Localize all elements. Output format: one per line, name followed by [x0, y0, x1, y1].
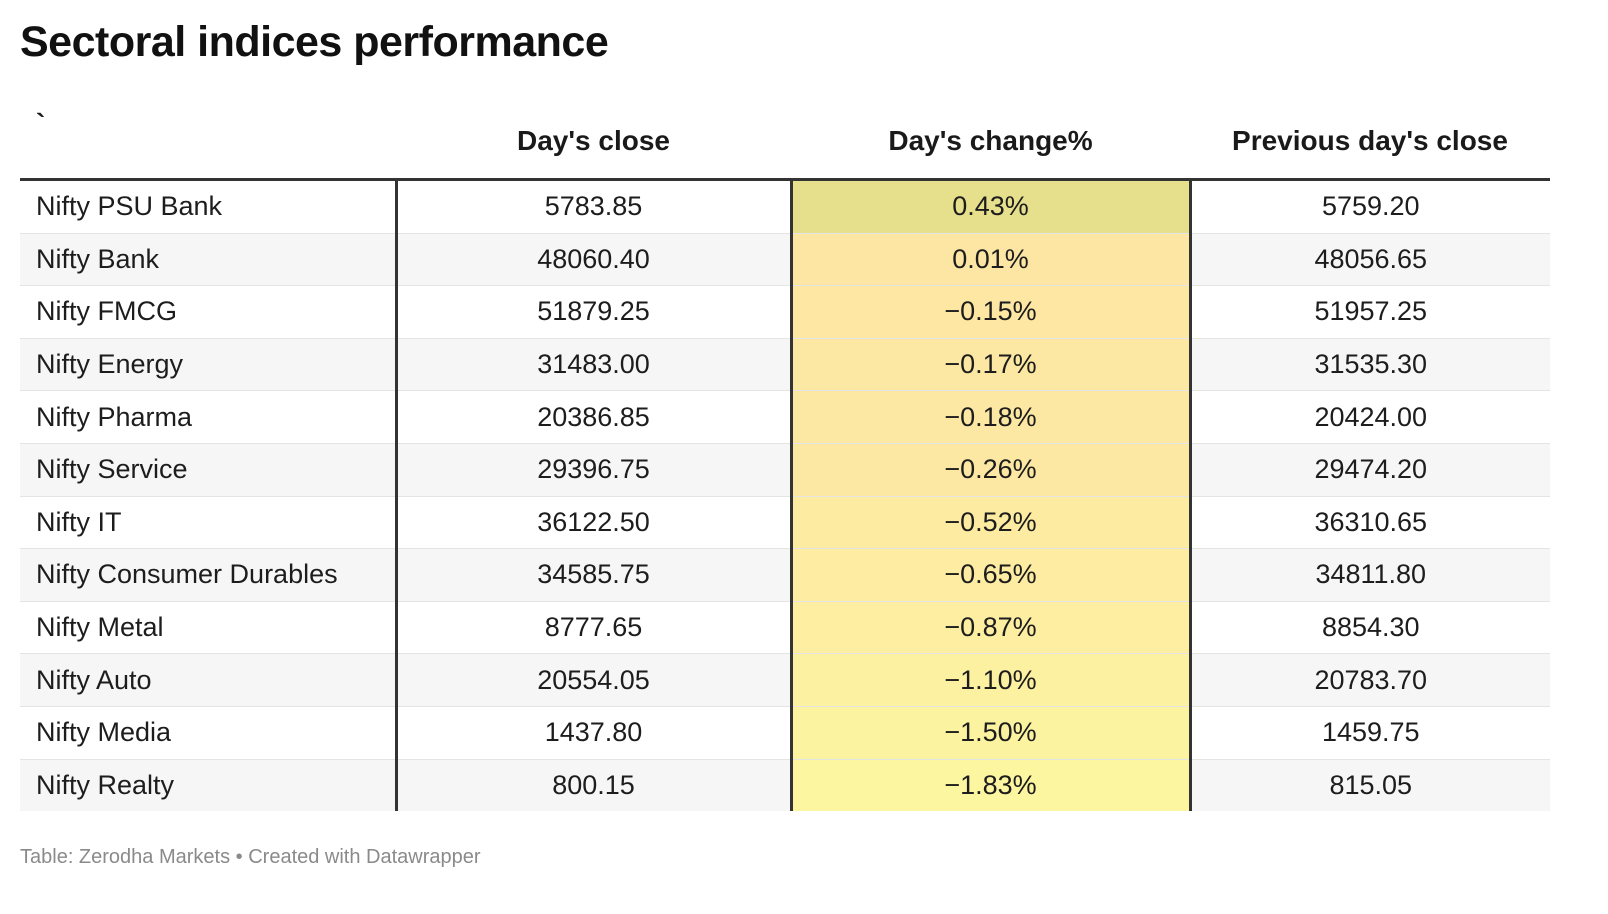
cell-days-change: 0.43%	[791, 179, 1192, 234]
cell-previous-close: 20783.70	[1190, 653, 1550, 707]
cell-days-close: 48060.40	[396, 233, 793, 287]
cell-index-name: Nifty Energy	[20, 338, 398, 392]
cell-previous-close: 5759.20	[1190, 179, 1550, 234]
cell-days-change: −0.17%	[791, 338, 1192, 392]
cell-previous-close: 8854.30	[1190, 601, 1550, 655]
table-row: Nifty Metal 8777.65 −0.87% 8854.30	[20, 601, 1550, 655]
cell-days-close: 29396.75	[396, 443, 793, 497]
cell-days-close: 31483.00	[396, 338, 793, 392]
table-row: Nifty Pharma 20386.85 −0.18% 20424.00	[20, 390, 1550, 444]
cell-previous-close: 20424.00	[1190, 390, 1550, 444]
cell-days-change: 0.01%	[791, 233, 1192, 287]
cell-index-name: Nifty Consumer Durables	[20, 548, 398, 602]
cell-previous-close: 48056.65	[1190, 233, 1550, 287]
cell-days-close: 800.15	[396, 759, 793, 812]
column-header-days-change: Day's change%	[791, 104, 1190, 181]
cell-days-close: 1437.80	[396, 706, 793, 760]
column-header-name: `	[20, 104, 396, 181]
table-row: Nifty PSU Bank 5783.85 0.43% 5759.20	[20, 179, 1550, 234]
cell-index-name: Nifty Pharma	[20, 390, 398, 444]
cell-days-close: 34585.75	[396, 548, 793, 602]
cell-days-change: −0.26%	[791, 443, 1192, 497]
cell-days-close: 20386.85	[396, 390, 793, 444]
cell-days-change: −1.83%	[791, 759, 1192, 812]
table-header: ` Day's close Day's change% Previous day…	[20, 104, 1550, 181]
cell-index-name: Nifty FMCG	[20, 285, 398, 339]
cell-index-name: Nifty Service	[20, 443, 398, 497]
cell-days-change: −1.10%	[791, 653, 1192, 707]
column-header-days-close: Day's close	[396, 104, 791, 181]
table-row: Nifty Auto 20554.05 −1.10% 20783.70	[20, 653, 1550, 707]
table-row: Nifty Consumer Durables 34585.75 −0.65% 348…	[20, 548, 1550, 602]
source-footer: Table: Zerodha Markets • Created with Da…	[20, 846, 481, 868]
cell-previous-close: 36310.65	[1190, 496, 1550, 550]
cell-days-change: −0.18%	[791, 390, 1192, 444]
table-row: Nifty Realty 800.15 −1.83% 815.05	[20, 759, 1550, 812]
cell-previous-close: 815.05	[1190, 759, 1550, 812]
data-table-container: ` Day's close Day's change% Previous day…	[20, 104, 1550, 812]
cell-days-close: 5783.85	[396, 179, 793, 234]
table-row: Nifty IT 36122.50 −0.52% 36310.65	[20, 496, 1550, 550]
cell-days-change: −0.15%	[791, 285, 1192, 339]
cell-days-change: −0.65%	[791, 548, 1192, 602]
cell-index-name: Nifty Bank	[20, 233, 398, 287]
cell-previous-close: 31535.30	[1190, 338, 1550, 392]
column-header-previous-close: Previous day's close	[1190, 104, 1550, 181]
sectoral-indices-table: ` Day's close Day's change% Previous day…	[20, 104, 1550, 812]
cell-days-close: 8777.65	[396, 601, 793, 655]
cell-days-change: −0.87%	[791, 601, 1192, 655]
table-row: Nifty Service 29396.75 −0.26% 29474.20	[20, 443, 1550, 497]
cell-index-name: Nifty Auto	[20, 653, 398, 707]
cell-index-name: Nifty Metal	[20, 601, 398, 655]
cell-index-name: Nifty Realty	[20, 759, 398, 812]
cell-days-close: 20554.05	[396, 653, 793, 707]
cell-index-name: Nifty PSU Bank	[20, 179, 398, 234]
cell-days-change: −0.52%	[791, 496, 1192, 550]
cell-previous-close: 1459.75	[1190, 706, 1550, 760]
cell-days-change: −1.50%	[791, 706, 1192, 760]
table-row: Nifty FMCG 51879.25 −0.15% 51957.25	[20, 285, 1550, 339]
table-row: Nifty Bank 48060.40 0.01% 48056.65	[20, 233, 1550, 287]
table-row: Nifty Energy 31483.00 −0.17% 31535.30	[20, 338, 1550, 392]
table-row: Nifty Media 1437.80 −1.50% 1459.75	[20, 706, 1550, 760]
cell-previous-close: 34811.80	[1190, 548, 1550, 602]
cell-previous-close: 51957.25	[1190, 285, 1550, 339]
header-row: ` Day's close Day's change% Previous day…	[20, 104, 1550, 181]
chart-title: Sectoral indices performance	[20, 18, 609, 66]
cell-index-name: Nifty IT	[20, 496, 398, 550]
cell-previous-close: 29474.20	[1190, 443, 1550, 497]
cell-index-name: Nifty Media	[20, 706, 398, 760]
cell-days-close: 51879.25	[396, 285, 793, 339]
table-body: Nifty PSU Bank 5783.85 0.43% 5759.20 Nifty B…	[20, 179, 1550, 812]
cell-days-close: 36122.50	[396, 496, 793, 550]
